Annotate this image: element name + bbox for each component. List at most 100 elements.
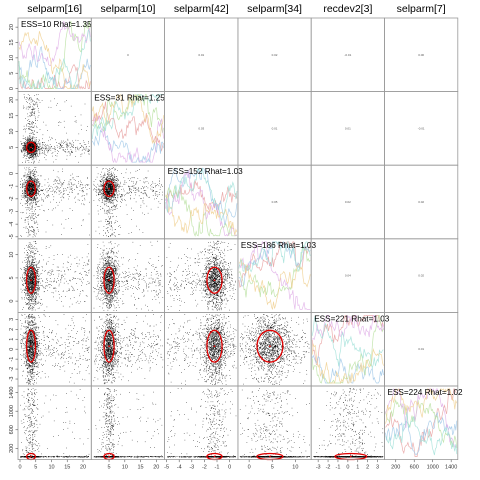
scatter-point: [69, 147, 71, 148]
scatter-point: [75, 139, 77, 141]
scatter-point: [24, 97, 25, 99]
scatter-point: [106, 176, 108, 177]
scatter-point: [35, 274, 37, 276]
scatter-point: [155, 191, 157, 192]
scatter-point: [37, 186, 39, 187]
scatter-point: [62, 183, 64, 184]
scatter-point: [23, 288, 25, 290]
ellipse-center: [108, 187, 110, 190]
scatter-point: [112, 189, 114, 190]
chain-6-trace: [165, 168, 238, 222]
scatter-point: [68, 288, 70, 290]
scatter-point: [88, 150, 90, 151]
scatter-point: [30, 149, 31, 151]
scatter-point: [102, 185, 103, 186]
scatter-point: [106, 179, 107, 180]
scatter-point: [111, 186, 112, 188]
scatter-point: [117, 197, 119, 199]
scatter-point: [114, 195, 115, 196]
scatter-point: [130, 191, 131, 192]
scatter-point: [32, 108, 34, 110]
scatter-point: [32, 146, 34, 147]
scatter-point: [89, 188, 90, 189]
scatter-point: [34, 116, 36, 118]
scatter-point: [37, 153, 38, 155]
scatter-point: [110, 235, 111, 237]
scatter-point: [27, 126, 29, 127]
scatter-point: [131, 185, 133, 187]
scatter-point: [29, 184, 31, 186]
scatter-point: [27, 278, 29, 280]
scatter-point: [31, 301, 33, 302]
scatter-point: [112, 185, 114, 187]
scatter-point: [53, 255, 55, 256]
scatter-point: [25, 143, 26, 145]
scatter-point: [107, 182, 109, 183]
scatter-point: [43, 151, 45, 153]
scatter-point: [34, 137, 36, 138]
scatter-point: [119, 193, 120, 195]
scatter-point: [34, 274, 35, 275]
scatter-point: [102, 200, 103, 201]
scatter-point: [61, 210, 63, 212]
scatter-point: [36, 203, 37, 205]
scatter-point: [85, 295, 87, 296]
scatter-point: [54, 150, 56, 152]
scatter-point: [28, 185, 29, 186]
scatter-point: [105, 228, 107, 229]
scatter-point: [31, 193, 32, 195]
scatter-point: [36, 180, 38, 181]
scatter-point: [72, 177, 74, 179]
scatter-point: [110, 197, 111, 199]
scatter-point: [113, 195, 114, 197]
scatter-point: [29, 153, 30, 154]
scatter-point: [117, 183, 119, 185]
scatter-point: [27, 120, 28, 121]
scatter-point: [42, 144, 44, 146]
scatter-point: [28, 178, 30, 179]
scatter-point: [27, 199, 28, 200]
scatter-point: [104, 194, 105, 195]
scatter-point: [49, 188, 51, 189]
scatter-point: [25, 186, 27, 187]
scatter-point: [29, 186, 30, 188]
scatter-point: [44, 194, 45, 196]
scatter-point: [28, 293, 30, 295]
scatter-point: [32, 272, 34, 274]
scatter-point: [24, 195, 26, 197]
scatter-point: [27, 178, 28, 180]
scatter-point: [20, 187, 21, 188]
scatter-point: [39, 273, 41, 275]
scatter-point: [36, 137, 37, 138]
scatter-point: [108, 178, 109, 180]
scatter-point: [30, 217, 32, 219]
scatter-point: [46, 278, 47, 280]
scatter-point: [50, 191, 52, 192]
scatter-point: [34, 214, 36, 215]
scatter-point: [110, 183, 111, 184]
scatter-point: [29, 177, 31, 179]
scatter-point: [24, 176, 26, 177]
scatter-point: [30, 248, 32, 250]
scatter-point: [27, 208, 29, 210]
scatter-point: [65, 144, 67, 145]
scatter-point: [37, 106, 38, 108]
scatter-point: [31, 226, 32, 227]
scatter-point: [49, 144, 51, 145]
scatter-point: [36, 192, 37, 194]
scatter-point: [33, 306, 35, 308]
scatter-point: [87, 177, 88, 178]
scatter-point: [63, 143, 64, 144]
scatter-point: [140, 198, 141, 199]
scatter-point: [28, 139, 30, 141]
scatter-point: [130, 178, 131, 180]
scatter-point: [143, 197, 144, 199]
scatter-point: [35, 191, 37, 193]
scatter-point: [103, 176, 105, 178]
scatter-point: [30, 152, 31, 154]
scatter-point: [24, 203, 26, 205]
scatter-point: [30, 196, 31, 198]
scatter-point: [35, 123, 36, 124]
scatter-point: [29, 260, 31, 262]
scatter-point: [30, 135, 31, 137]
